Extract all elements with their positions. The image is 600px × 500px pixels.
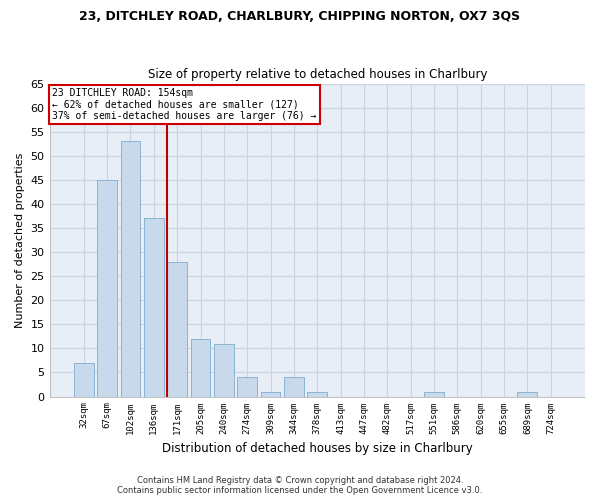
X-axis label: Distribution of detached houses by size in Charlbury: Distribution of detached houses by size … bbox=[162, 442, 473, 455]
Bar bbox=[307, 392, 327, 396]
Text: 23, DITCHLEY ROAD, CHARLBURY, CHIPPING NORTON, OX7 3QS: 23, DITCHLEY ROAD, CHARLBURY, CHIPPING N… bbox=[79, 10, 521, 23]
Y-axis label: Number of detached properties: Number of detached properties bbox=[15, 152, 25, 328]
Bar bbox=[517, 392, 538, 396]
Bar bbox=[121, 142, 140, 396]
Bar bbox=[284, 378, 304, 396]
Bar bbox=[144, 218, 164, 396]
Bar bbox=[97, 180, 117, 396]
Bar bbox=[424, 392, 444, 396]
Bar bbox=[191, 339, 211, 396]
Bar bbox=[214, 344, 234, 396]
Bar bbox=[167, 262, 187, 396]
Text: Contains HM Land Registry data © Crown copyright and database right 2024.
Contai: Contains HM Land Registry data © Crown c… bbox=[118, 476, 482, 495]
Bar bbox=[238, 378, 257, 396]
Bar bbox=[260, 392, 280, 396]
Bar bbox=[74, 363, 94, 396]
Text: 23 DITCHLEY ROAD: 154sqm
← 62% of detached houses are smaller (127)
37% of semi-: 23 DITCHLEY ROAD: 154sqm ← 62% of detach… bbox=[52, 88, 317, 122]
Title: Size of property relative to detached houses in Charlbury: Size of property relative to detached ho… bbox=[148, 68, 487, 81]
